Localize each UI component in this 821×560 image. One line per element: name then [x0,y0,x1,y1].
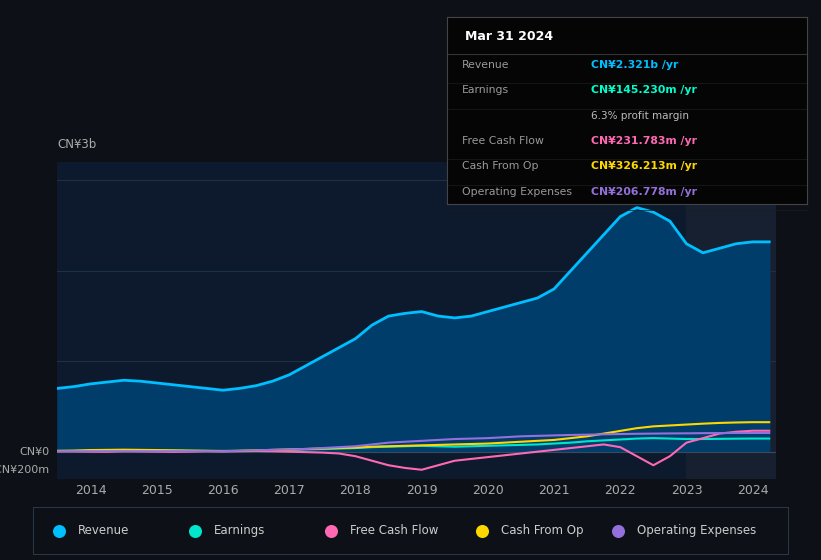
Text: Earnings: Earnings [462,85,509,95]
Text: Cash From Op: Cash From Op [501,524,584,537]
Text: Cash From Op: Cash From Op [462,161,539,171]
Text: Operating Expenses: Operating Expenses [462,186,572,197]
Point [189,526,202,535]
Text: Free Cash Flow: Free Cash Flow [350,524,438,537]
Text: CN¥2.321b /yr: CN¥2.321b /yr [591,60,679,70]
Text: Earnings: Earnings [214,524,265,537]
Text: Revenue: Revenue [462,60,509,70]
Text: CN¥3b: CN¥3b [57,138,97,151]
Text: Free Cash Flow: Free Cash Flow [462,136,544,146]
Point [324,526,337,535]
Text: 6.3% profit margin: 6.3% profit margin [591,111,690,120]
Text: CN¥326.213m /yr: CN¥326.213m /yr [591,161,697,171]
Text: Revenue: Revenue [78,524,130,537]
Text: Operating Expenses: Operating Expenses [637,524,756,537]
Point [612,526,625,535]
Point [475,526,488,535]
Text: -CN¥200m: -CN¥200m [0,465,49,475]
Text: CN¥206.778m /yr: CN¥206.778m /yr [591,186,697,197]
Point [53,526,66,535]
Text: CN¥145.230m /yr: CN¥145.230m /yr [591,85,697,95]
Text: Mar 31 2024: Mar 31 2024 [466,30,553,43]
Text: CN¥0: CN¥0 [19,447,49,457]
Bar [686,162,776,479]
Text: CN¥231.783m /yr: CN¥231.783m /yr [591,136,697,146]
